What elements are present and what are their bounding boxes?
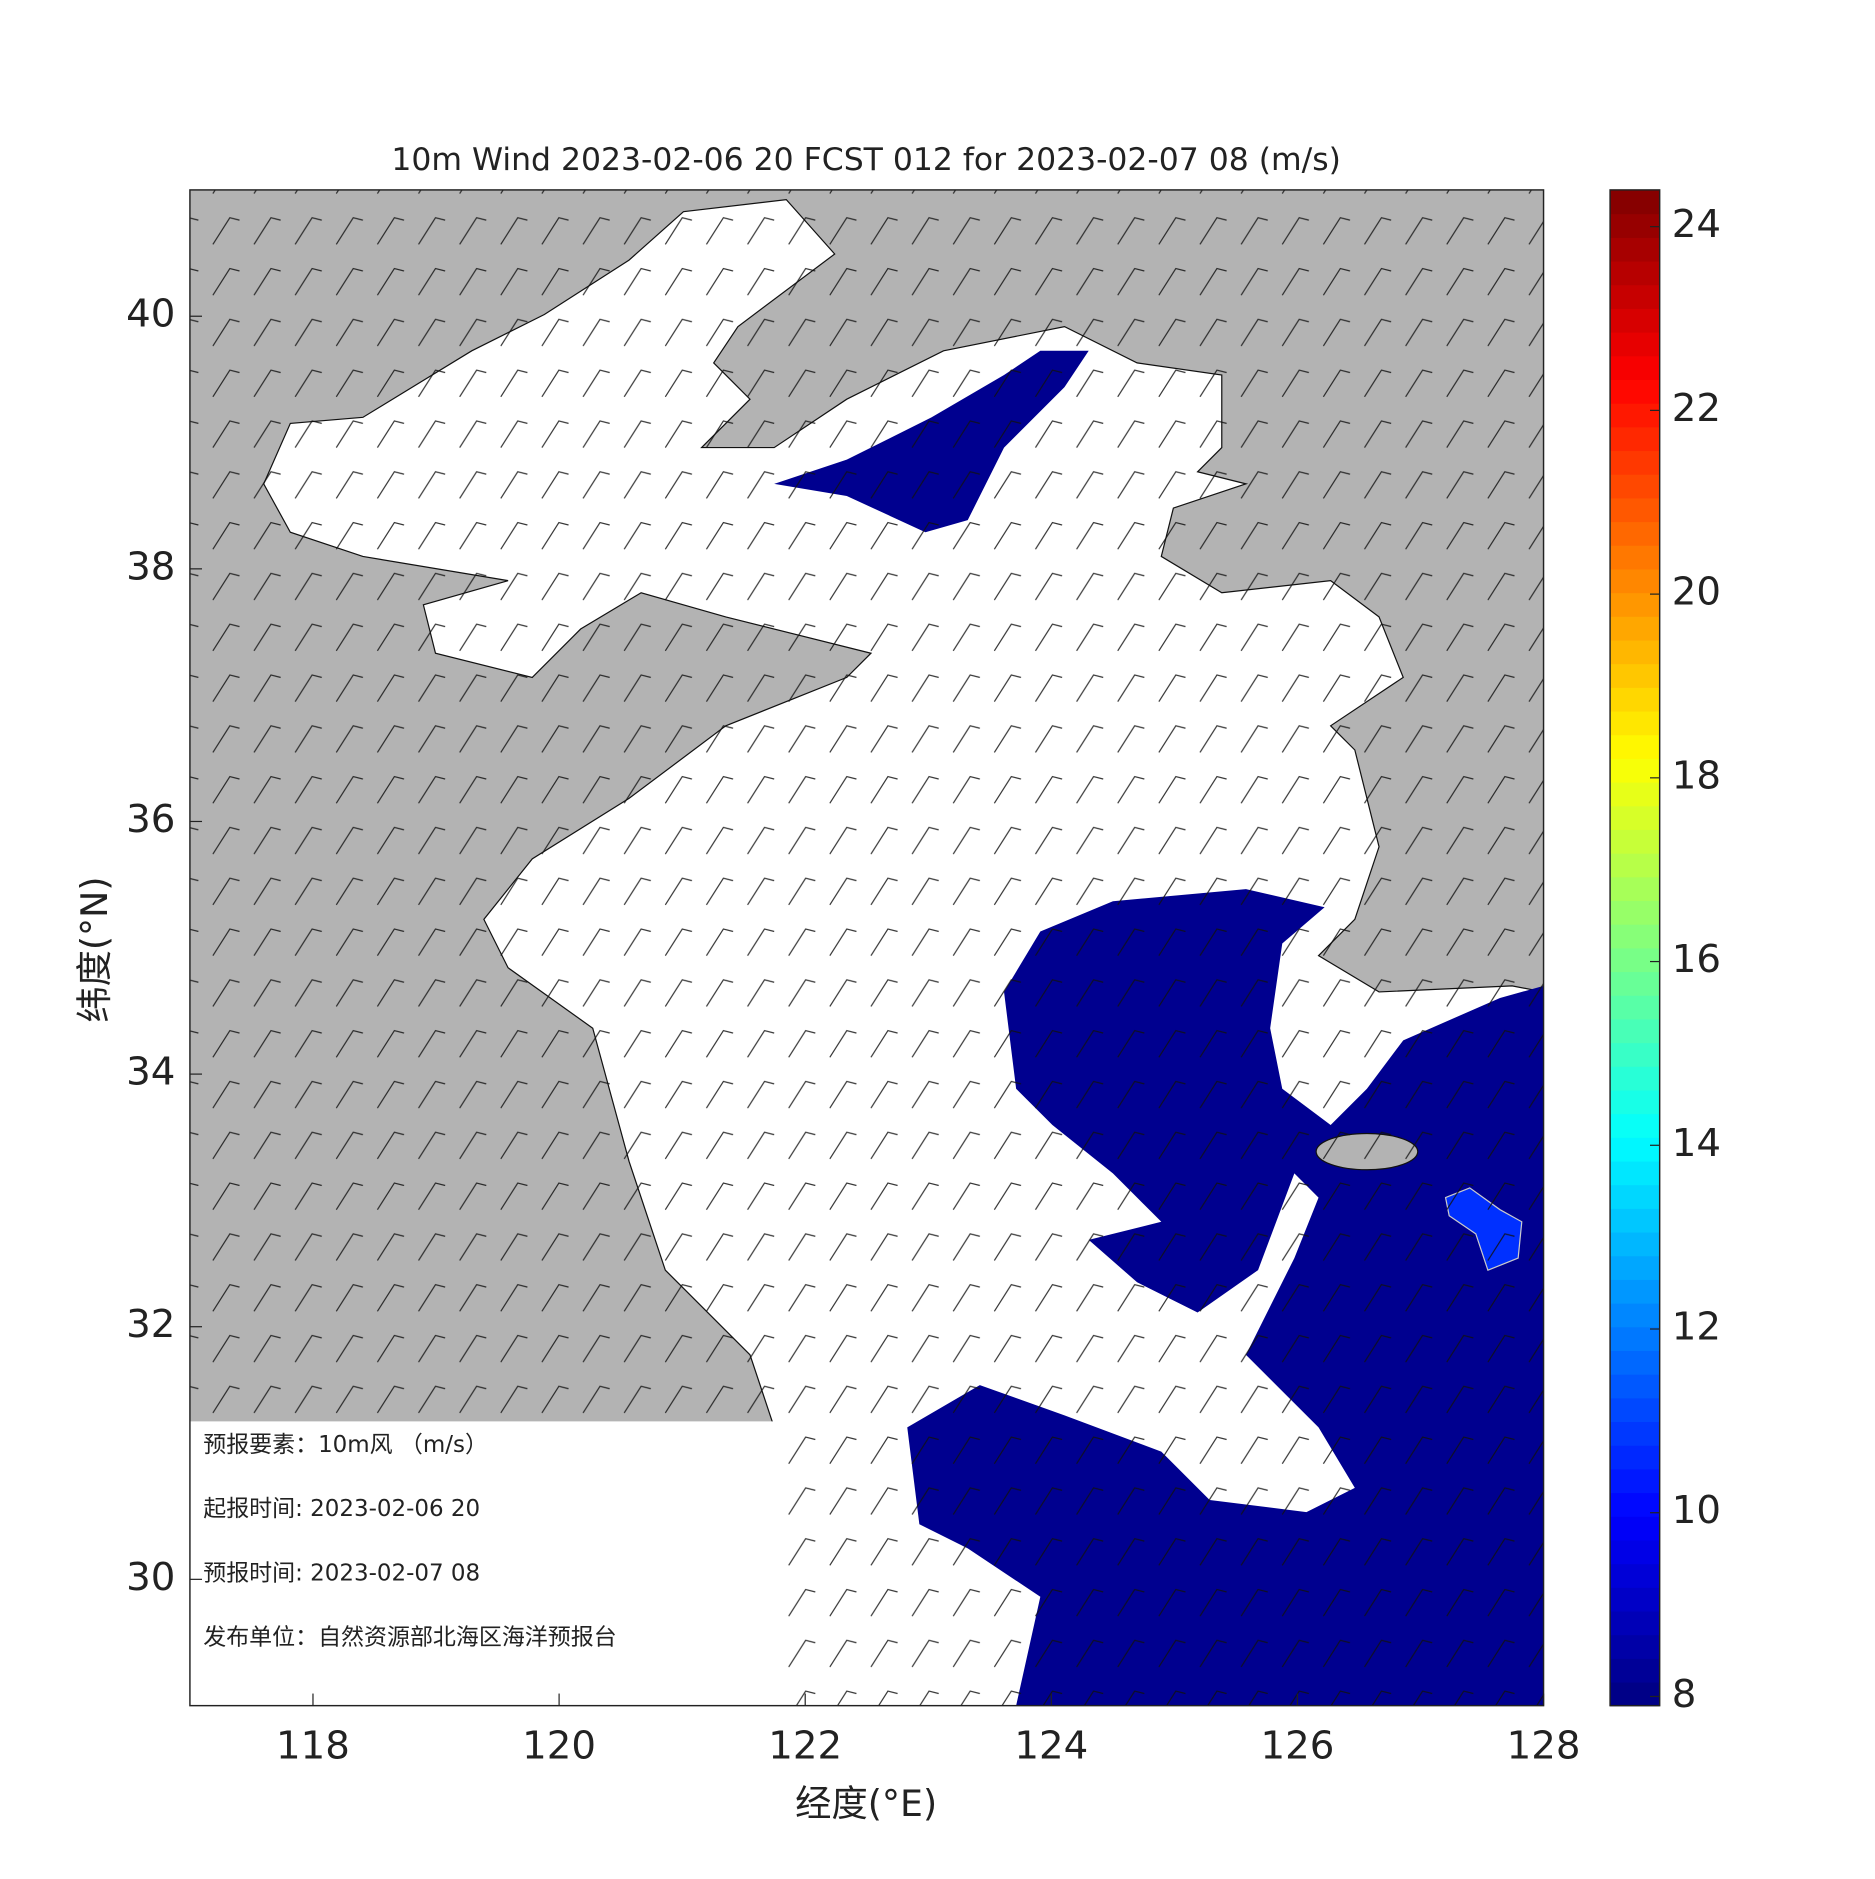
- colorbar-cell: [1610, 1066, 1660, 1091]
- colorbar-cell: [1610, 497, 1660, 523]
- colorbar-cell: [1610, 616, 1660, 641]
- colorbar-cell: [1610, 687, 1660, 712]
- colorbar-cell: [1610, 450, 1660, 475]
- colorbar-cell: [1610, 639, 1660, 665]
- plot-frame: [189, 189, 1545, 1707]
- colorbar-cell: [1610, 1350, 1660, 1375]
- colorbar-cell: [1610, 1208, 1660, 1233]
- info-line: 发布单位：自然资源部北海区海洋预报台: [203, 1624, 616, 1650]
- colorbar-cell: [1610, 355, 1660, 380]
- colorbar-cell: [1610, 853, 1660, 878]
- colorbar-cell: [1610, 545, 1660, 570]
- colorbar-cell: [1610, 521, 1660, 546]
- colorbar-cell: [1610, 829, 1660, 854]
- colorbar-tick-label: 22: [1672, 386, 1721, 431]
- colorbar-cell: [1610, 189, 1660, 215]
- colorbar-frame: [1609, 189, 1661, 1707]
- y-tick-label: 36: [126, 797, 175, 842]
- colorbar-cell: [1610, 308, 1660, 333]
- colorbar-tick-label: 14: [1672, 1121, 1721, 1166]
- colorbar-cell: [1610, 284, 1660, 309]
- colorbar-cell: [1610, 663, 1660, 688]
- colorbar-cell: [1610, 1184, 1660, 1209]
- colorbar-cell: [1610, 1137, 1660, 1162]
- colorbar-cell: [1610, 1445, 1660, 1470]
- chart-title: 10m Wind 2023-02-06 20 FCST 012 for 2023…: [391, 142, 1341, 178]
- colorbar-cell: [1610, 1018, 1660, 1044]
- x-tick-label: 128: [1507, 1723, 1581, 1768]
- colorbar-cell: [1610, 1255, 1660, 1280]
- colorbar-cell: [1610, 1516, 1660, 1541]
- colorbar-cell: [1610, 758, 1660, 783]
- colorbar-tick-label: 20: [1672, 570, 1721, 615]
- x-tick-label: 126: [1261, 1723, 1335, 1768]
- colorbar-cell: [1610, 1303, 1660, 1328]
- colorbar-cell: [1610, 710, 1660, 736]
- colorbar-cell: [1610, 1634, 1660, 1659]
- colorbar-cell: [1610, 1587, 1660, 1612]
- x-tick-label: 118: [276, 1723, 350, 1768]
- colorbar-cell: [1610, 592, 1660, 617]
- x-axis-label: 经度(°E): [795, 1782, 937, 1825]
- colorbar-tick-label: 8: [1672, 1672, 1697, 1717]
- y-tick-label: 40: [126, 292, 175, 337]
- colorbar-cell: [1610, 1326, 1660, 1352]
- colorbar-cell: [1610, 474, 1660, 499]
- colorbar-cell: [1610, 1421, 1660, 1446]
- colorbar-cell: [1610, 1563, 1660, 1588]
- colorbar: [1610, 189, 1660, 1707]
- colorbar-cell: [1610, 1042, 1660, 1067]
- colorbar-cell: [1610, 995, 1660, 1020]
- colorbar-cell: [1610, 1279, 1660, 1304]
- colorbar-cell: [1610, 924, 1660, 949]
- colorbar-cell: [1610, 781, 1660, 807]
- colorbar-cell: [1610, 1160, 1660, 1186]
- colorbar-cell: [1610, 237, 1660, 262]
- info-line: 起报时间: 2023-02-06 20: [203, 1496, 480, 1522]
- colorbar-cell: [1610, 403, 1660, 428]
- colorbar-cell: [1610, 1397, 1660, 1423]
- colorbar-cell: [1610, 1231, 1660, 1257]
- colorbar-cell: [1610, 1658, 1660, 1683]
- colorbar-cell: [1610, 1113, 1660, 1138]
- info-box: [189, 1421, 777, 1706]
- colorbar-cell: [1610, 1610, 1660, 1636]
- colorbar-cell: [1610, 1468, 1660, 1494]
- colorbar-cell: [1610, 876, 1660, 902]
- y-tick-label: 34: [126, 1050, 175, 1095]
- info-line: 预报时间: 2023-02-07 08: [203, 1560, 480, 1586]
- y-tick-label: 30: [126, 1555, 175, 1600]
- colorbar-cell: [1610, 947, 1660, 973]
- colorbar-cell: [1610, 1539, 1660, 1565]
- colorbar-cell: [1610, 971, 1660, 996]
- colorbar-tick-label: 16: [1672, 937, 1721, 982]
- colorbar-cell: [1610, 1681, 1660, 1707]
- colorbar-cell: [1610, 260, 1660, 286]
- colorbar-tick-label: 18: [1672, 753, 1721, 798]
- colorbar-tick-label: 12: [1672, 1305, 1721, 1350]
- colorbar-cell: [1610, 379, 1660, 404]
- y-tick-label: 38: [126, 544, 175, 589]
- x-tick-label: 120: [522, 1723, 596, 1768]
- colorbar-cell: [1610, 213, 1660, 238]
- colorbar-cell: [1610, 426, 1660, 452]
- colorbar-cell: [1610, 332, 1660, 357]
- info-line: 预报要素：10m风 （m/s）: [203, 1432, 488, 1458]
- colorbar-cell: [1610, 900, 1660, 925]
- colorbar-cell: [1610, 734, 1660, 759]
- x-tick-label: 122: [768, 1723, 842, 1768]
- colorbar-cell: [1610, 1374, 1660, 1399]
- colorbar-cell: [1610, 805, 1660, 830]
- x-tick-label: 124: [1014, 1723, 1088, 1768]
- colorbar-tick-label: 10: [1672, 1488, 1721, 1533]
- y-axis-label: 纬度(°N): [73, 877, 116, 1023]
- colorbar-tick-label: 24: [1672, 202, 1721, 247]
- y-tick-label: 32: [126, 1302, 175, 1347]
- colorbar-cell: [1610, 1089, 1660, 1115]
- colorbar-cell: [1610, 568, 1660, 594]
